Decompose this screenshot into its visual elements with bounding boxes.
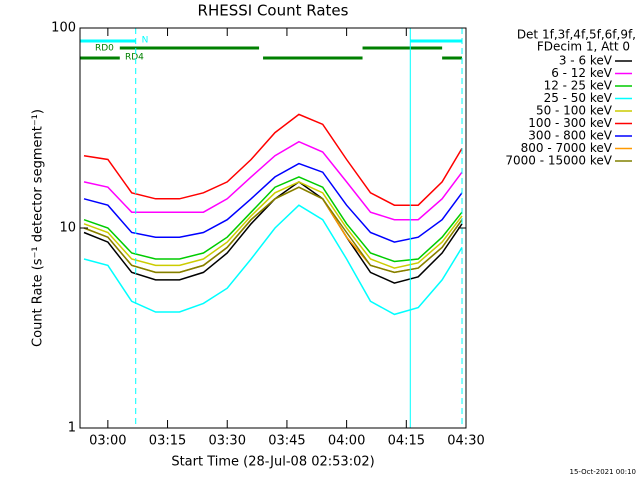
legend-label: 3 - 6 keV xyxy=(559,54,613,68)
legend-label: 100 - 300 keV xyxy=(528,116,612,130)
legend-label: 25 - 50 keV xyxy=(544,91,613,105)
legend-header: FDecim 1, Att 0 xyxy=(537,40,630,54)
series-line xyxy=(83,176,463,263)
y-tick-label: 1 xyxy=(68,421,76,436)
flag-label: N xyxy=(142,36,149,46)
series-line xyxy=(83,140,463,221)
x-tick-label: 04:15 xyxy=(388,434,425,449)
series-line xyxy=(83,186,463,274)
y-axis-label: Count Rate (s⁻¹ detector segment⁻¹) xyxy=(31,109,46,347)
chart-title: RHESSI Count Rates xyxy=(198,2,349,20)
x-tick-label: 04:00 xyxy=(328,434,365,449)
legend-label: 50 - 100 keV xyxy=(536,104,613,118)
x-tick-label: 03:45 xyxy=(268,434,305,449)
y-tick-label: 10 xyxy=(59,221,76,236)
legend-label: 6 - 12 keV xyxy=(551,66,613,80)
x-tick-label: 04:30 xyxy=(447,434,484,449)
series-line xyxy=(83,204,463,316)
legend-header: Det 1f,3f,4f,5f,6f,9f, xyxy=(517,28,636,42)
x-tick-label: 03:30 xyxy=(209,434,246,449)
series-line xyxy=(83,162,463,243)
flag-label: RD0 xyxy=(95,44,114,54)
legend-label: 800 - 7000 keV xyxy=(521,141,613,155)
footnote: 15-Oct-2021 00:10 xyxy=(570,468,636,476)
series-line xyxy=(83,181,463,269)
flag-label: RD4 xyxy=(125,53,144,63)
x-tick-label: 03:15 xyxy=(149,434,186,449)
legend-label: 300 - 800 keV xyxy=(528,129,612,143)
legend-label: 12 - 25 keV xyxy=(544,79,613,93)
series-line xyxy=(83,113,463,206)
y-tick-label: 100 xyxy=(51,21,76,36)
x-axis-label: Start Time (28-Jul-08 02:53:02) xyxy=(171,455,374,470)
x-tick-label: 03:00 xyxy=(89,434,126,449)
legend-label: 7000 - 15000 keV xyxy=(505,154,612,168)
